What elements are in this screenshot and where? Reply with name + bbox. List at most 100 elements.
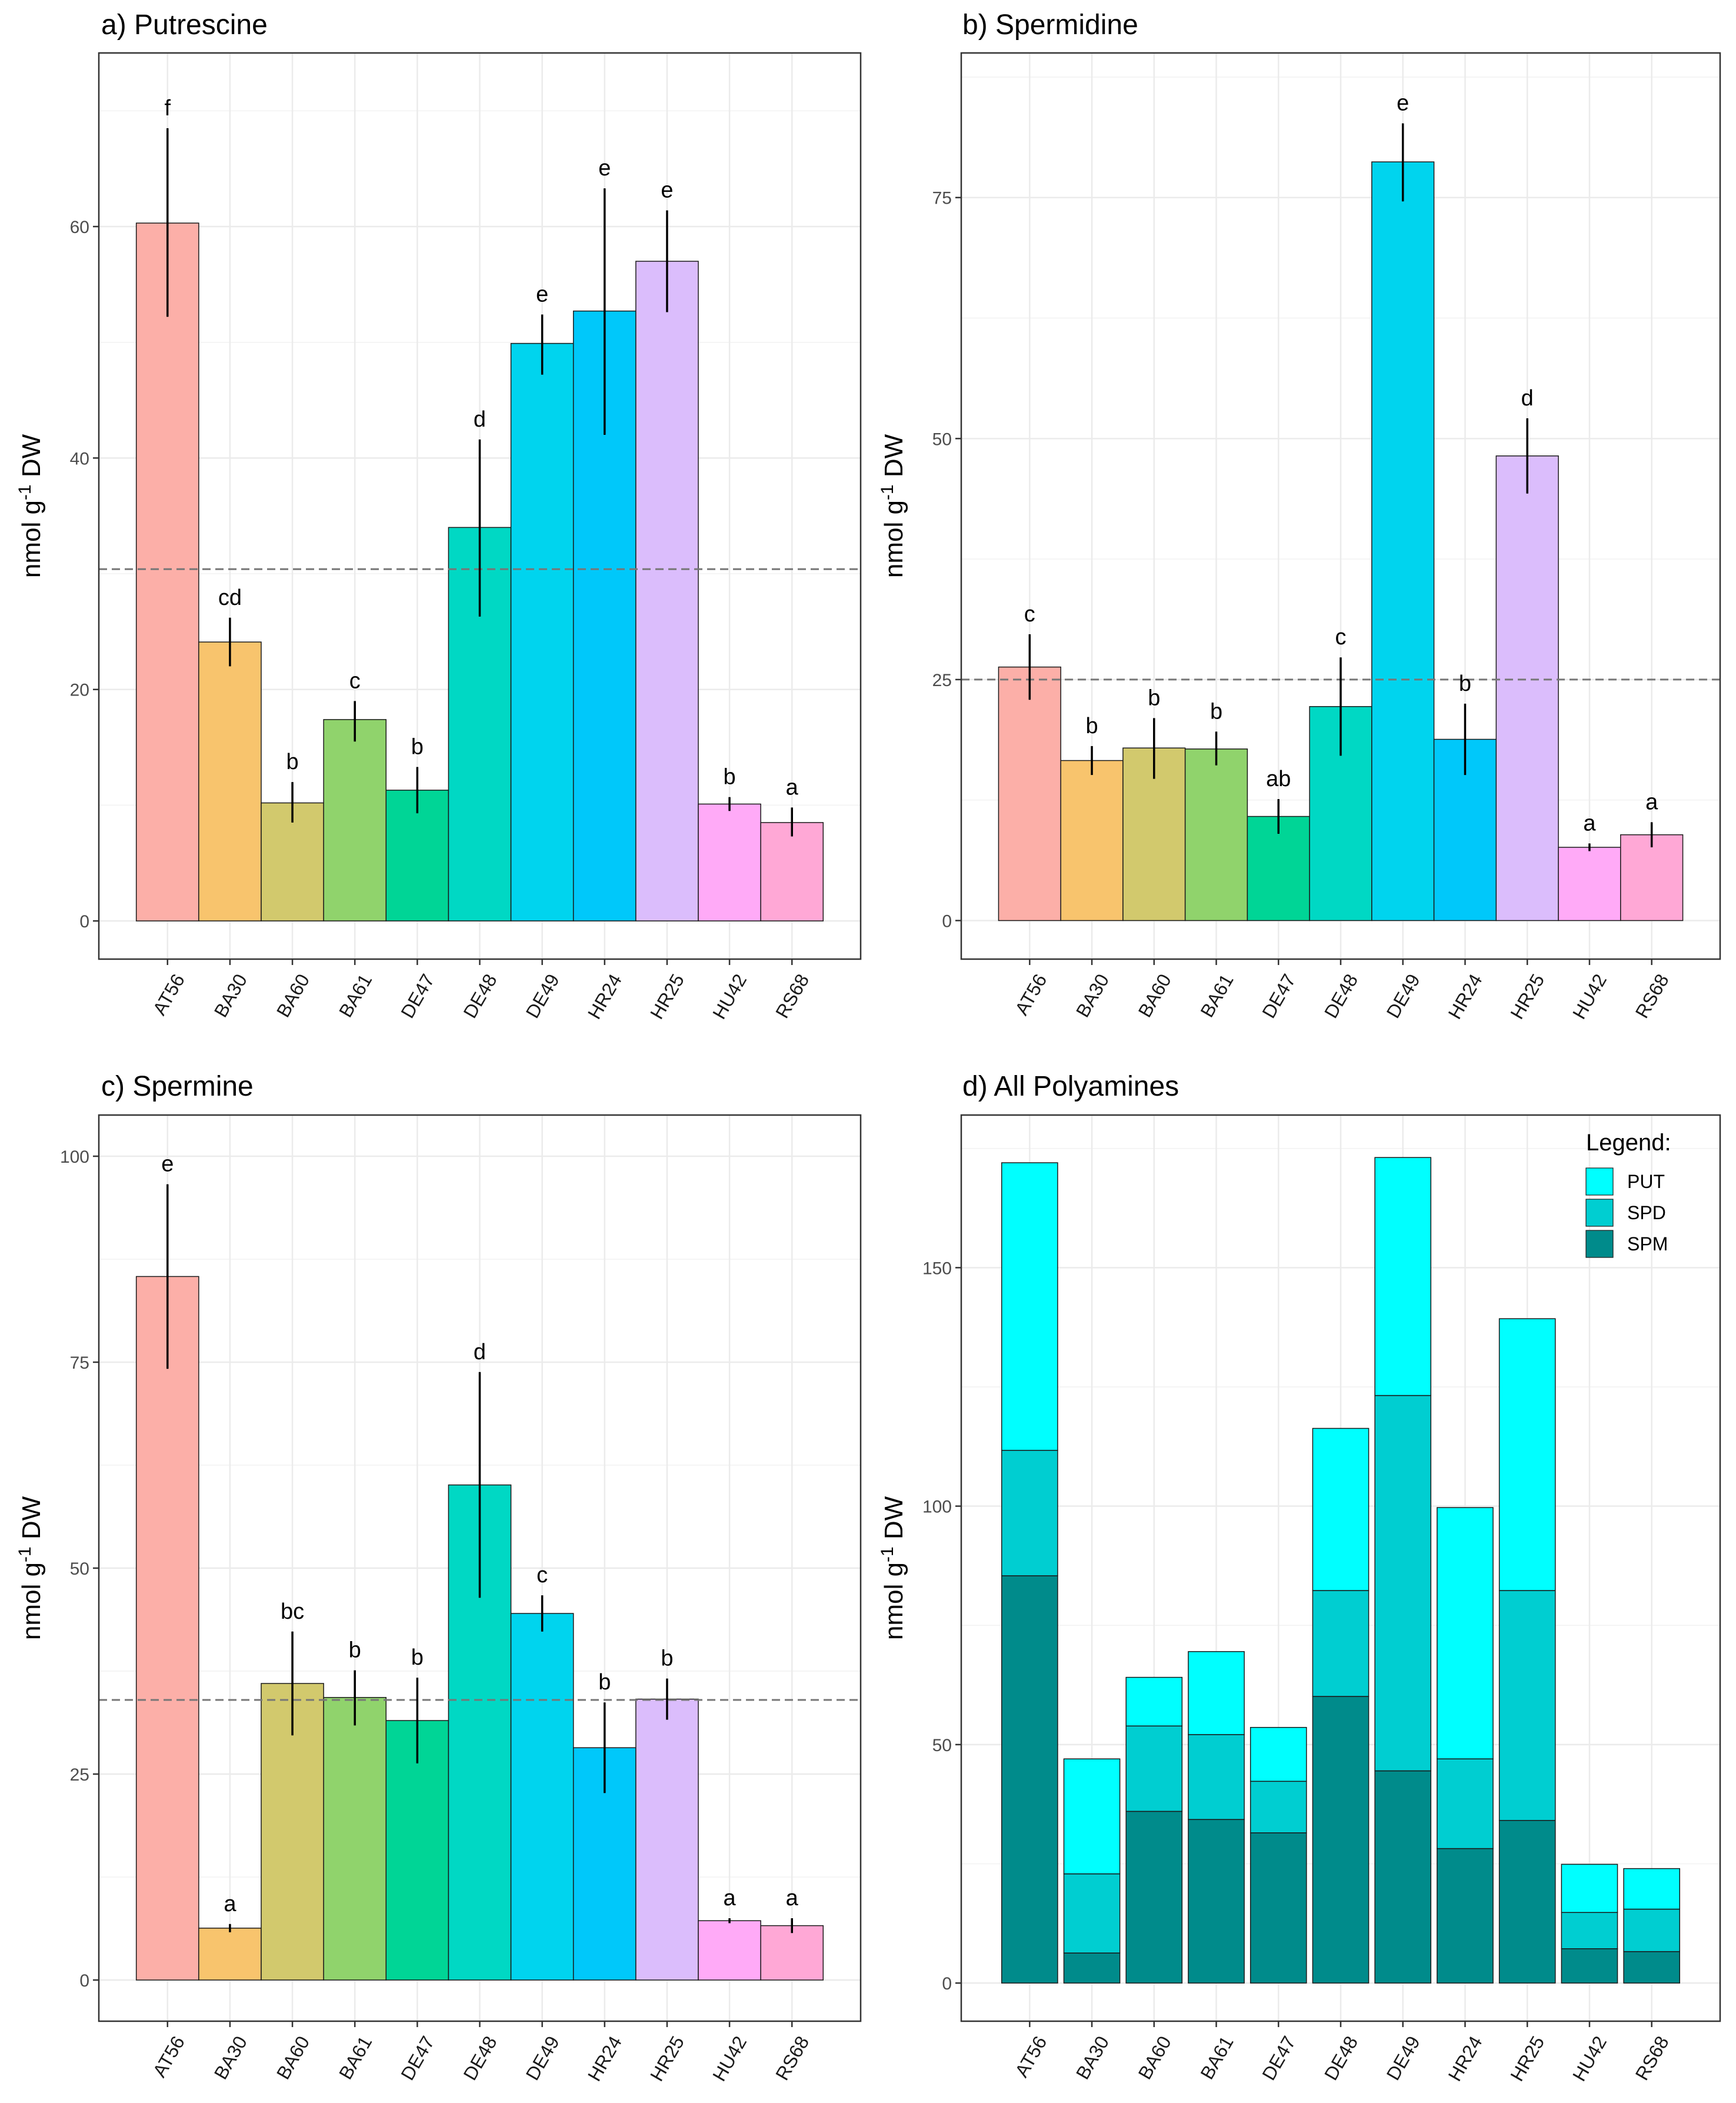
legend-label-SPM: SPM	[1627, 1233, 1668, 1255]
y-tick-label: 0	[79, 912, 89, 931]
significance-letter-HR24: b	[1459, 671, 1471, 696]
stack-SPD-DE49	[1374, 1395, 1432, 1772]
significance-letter-DE47: ab	[1266, 767, 1291, 791]
y-tick-label: 60	[70, 218, 89, 237]
significance-letter-HU42: b	[724, 765, 736, 790]
bar-HR25	[635, 1698, 699, 1981]
bar-BA30	[198, 1928, 262, 1981]
y-axis-label-suffix: DW	[879, 434, 908, 484]
y-axis-label-superscript: -1	[15, 1546, 35, 1562]
bar-HU42	[698, 1920, 761, 1981]
bar-BA61	[323, 1697, 387, 1981]
legend-key-PUT	[1585, 1167, 1614, 1196]
bar-HR25	[1495, 455, 1559, 921]
significance-letter-DE47: b	[411, 1645, 424, 1670]
y-axis-label-superscript: -1	[878, 484, 897, 500]
significance-letter-BA30: b	[1085, 714, 1098, 738]
stack-SPD-BA30	[1063, 1873, 1121, 1954]
stack-SPM-DE49	[1374, 1770, 1432, 1984]
y-tick-label: 50	[70, 1559, 89, 1579]
significance-letter-BA61: b	[349, 1638, 361, 1663]
stack-PUT-BA61	[1188, 1651, 1245, 1735]
y-tick-label: 0	[79, 1971, 89, 1991]
stack-SPD-RS68	[1623, 1908, 1681, 1952]
significance-letter-RS68: a	[786, 1886, 799, 1911]
bar-HU42	[698, 803, 761, 921]
y-tick-label: 150	[922, 1259, 952, 1278]
significance-letter-DE47: b	[411, 735, 424, 760]
stack-PUT-AT56	[1001, 1162, 1058, 1451]
stack-SPD-BA60	[1125, 1725, 1183, 1812]
stack-PUT-HU42	[1561, 1864, 1618, 1913]
significance-letter-HR25: e	[661, 178, 673, 202]
y-axis-label-superscript: -1	[15, 484, 35, 500]
stack-SPM-BA30	[1063, 1952, 1121, 1984]
stack-SPM-BA61	[1188, 1819, 1245, 1984]
legend-label-SPD: SPD	[1627, 1202, 1666, 1223]
panel-title: c) Spermine	[101, 1071, 254, 1102]
panel-title: d) All Polyamines	[962, 1071, 1179, 1102]
significance-letter-HR25: b	[661, 1646, 673, 1671]
bar-BA30	[1060, 760, 1124, 921]
significance-letter-DE48: d	[474, 407, 486, 432]
stack-SPD-HR24	[1437, 1758, 1494, 1849]
stack-SPD-HR25	[1498, 1590, 1556, 1821]
y-tick-label: 25	[932, 671, 952, 690]
legend-title: Legend:	[1586, 1130, 1671, 1156]
legend-label-PUT: PUT	[1627, 1171, 1665, 1192]
stack-PUT-HR24	[1437, 1507, 1494, 1759]
significance-letter-HR24: e	[598, 156, 611, 181]
y-axis-label: nmol g-1 DW	[15, 1496, 46, 1640]
y-axis-label-unit: nmol g	[879, 500, 908, 578]
stack-PUT-DE47	[1249, 1726, 1307, 1782]
significance-letter-HR24: b	[598, 1670, 611, 1695]
significance-letter-DE49: e	[536, 282, 548, 307]
stack-PUT-BA60	[1125, 1676, 1183, 1727]
stack-SPM-HU42	[1561, 1948, 1618, 1984]
significance-letter-DE48: d	[474, 1340, 486, 1365]
significance-letter-DE49: c	[537, 1563, 548, 1588]
bar-DE49	[510, 342, 574, 921]
stack-SPD-DE48	[1312, 1590, 1370, 1697]
stack-SPD-AT56	[1001, 1450, 1058, 1576]
significance-letter-BA60: bc	[281, 1599, 304, 1624]
stack-SPM-DE47	[1249, 1832, 1307, 1984]
stack-SPD-HU42	[1561, 1912, 1618, 1949]
significance-letter-BA61: b	[1210, 699, 1222, 724]
stack-SPM-HR25	[1498, 1820, 1556, 1984]
significance-letter-HR25: d	[1521, 386, 1534, 411]
y-tick-label: 75	[70, 1353, 89, 1373]
significance-letter-RS68: a	[1645, 790, 1658, 814]
significance-letter-BA60: b	[286, 750, 298, 774]
stack-PUT-HR25	[1498, 1318, 1556, 1591]
bar-RS68	[760, 822, 824, 921]
significance-letter-BA30: cd	[218, 585, 242, 610]
y-tick-label: 50	[932, 1736, 952, 1755]
y-tick-label: 75	[932, 189, 952, 208]
significance-letter-DE49: e	[1397, 91, 1409, 116]
significance-letter-BA30: a	[224, 1892, 236, 1916]
bar-AT56	[998, 666, 1061, 921]
bar-AT56	[135, 1276, 199, 1981]
stack-PUT-DE48	[1312, 1427, 1370, 1591]
significance-letter-HU42: a	[724, 1886, 737, 1911]
significance-letter-DE48: c	[1335, 625, 1347, 650]
bar-DE49	[510, 1613, 574, 1981]
bar-BA61	[1184, 748, 1248, 921]
y-tick-label: 0	[942, 911, 952, 931]
y-axis-label-unit: nmol g	[879, 1562, 908, 1640]
stack-SPM-RS68	[1623, 1951, 1681, 1984]
y-axis-label-suffix: DW	[879, 1496, 908, 1546]
y-tick-label: 100	[922, 1498, 952, 1517]
significance-letter-HU42: a	[1583, 811, 1596, 836]
y-axis-label-unit: nmol g	[17, 1562, 46, 1640]
significance-letter-BA61: c	[349, 668, 361, 693]
y-tick-label: 40	[70, 449, 89, 468]
y-axis-label-suffix: DW	[17, 434, 46, 484]
y-tick-label: 25	[70, 1765, 89, 1785]
